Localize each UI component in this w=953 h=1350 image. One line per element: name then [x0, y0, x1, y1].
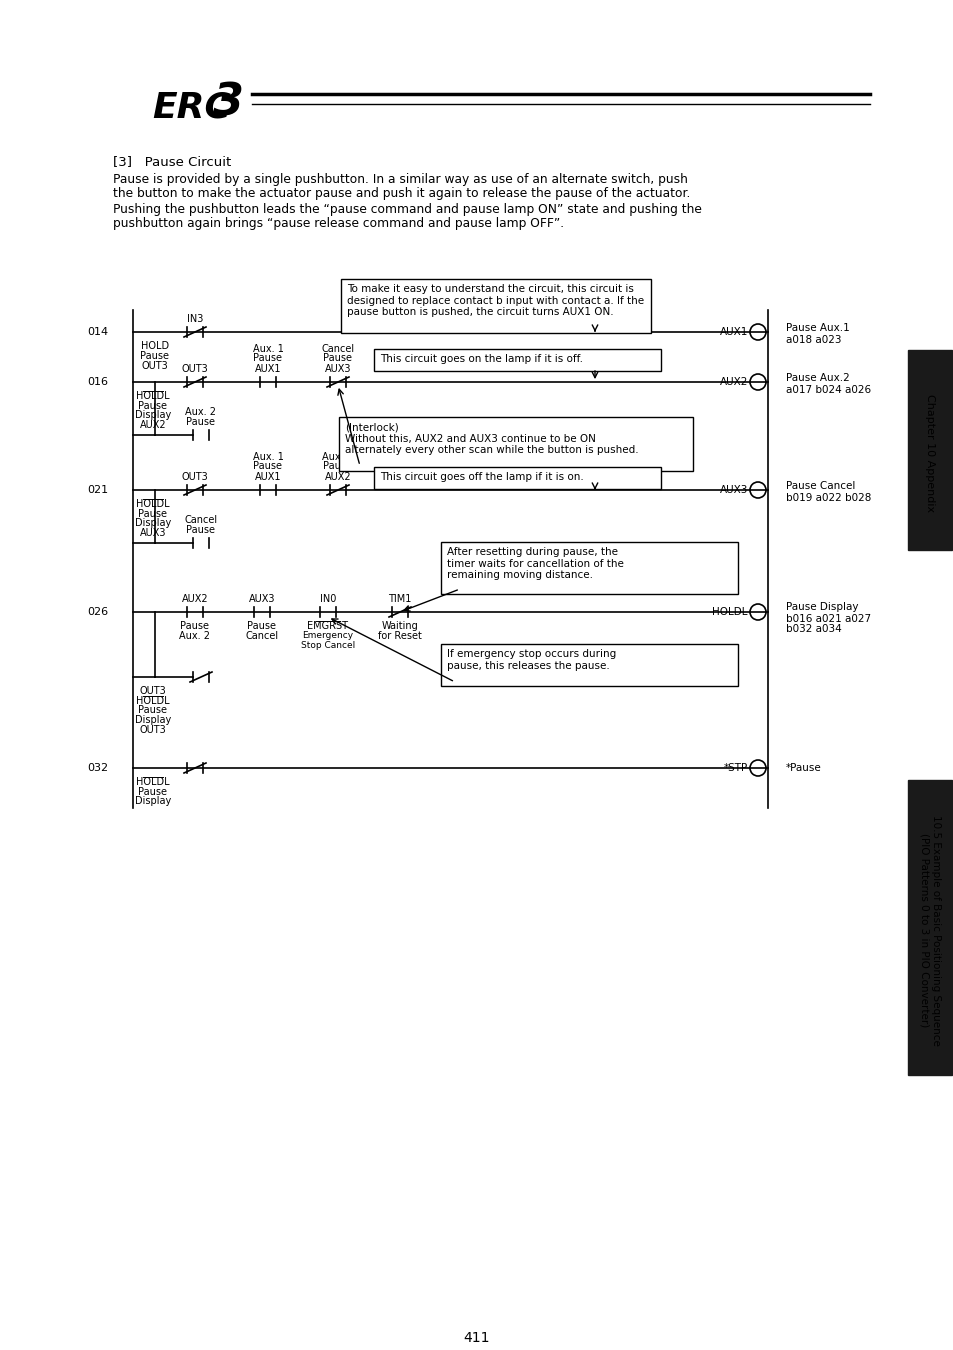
Bar	[907, 780, 951, 1075]
Text: This circuit goes on the lamp if it is off.: This circuit goes on the lamp if it is o…	[379, 354, 582, 364]
FancyBboxPatch shape	[440, 644, 738, 686]
Text: b019 a022 b028: b019 a022 b028	[785, 493, 870, 504]
Text: Cancel: Cancel	[321, 344, 355, 354]
Text: AUX2: AUX2	[719, 377, 747, 387]
Text: *STP: *STP	[723, 763, 747, 774]
Text: AUX2: AUX2	[324, 472, 351, 482]
Text: Pause is provided by a single pushbutton. In a similar way as use of an alternat: Pause is provided by a single pushbutton…	[112, 173, 687, 185]
FancyBboxPatch shape	[340, 279, 650, 333]
Text: HOLD: HOLD	[141, 342, 169, 351]
Text: 016: 016	[87, 377, 108, 387]
Text: Pushing the pushbutton leads the “pause command and pause lamp ON” state and pus: Pushing the pushbutton leads the “pause …	[112, 202, 701, 216]
Text: Pause: Pause	[138, 787, 168, 796]
Text: AUX2: AUX2	[139, 420, 166, 431]
Text: (Interlock)
Without this, AUX2 and AUX3 continue to be ON
alternately every othe: (Interlock) Without this, AUX2 and AUX3 …	[345, 423, 638, 455]
Text: Display: Display	[134, 716, 171, 725]
Text: 021: 021	[87, 485, 108, 495]
Text: Pause: Pause	[138, 705, 168, 716]
Text: If emergency stop occurs during
pause, this releases the pause.: If emergency stop occurs during pause, t…	[447, 649, 616, 671]
Text: b032 a034: b032 a034	[785, 624, 841, 634]
Text: Stop Cancel: Stop Cancel	[300, 640, 355, 649]
Text: Aux. 1: Aux. 1	[253, 452, 283, 462]
Text: AUX1: AUX1	[254, 364, 281, 374]
Text: Pause: Pause	[186, 417, 215, 427]
Text: HOLDL: HOLDL	[136, 697, 170, 706]
Text: Waiting: Waiting	[381, 621, 418, 630]
Text: IN3: IN3	[187, 315, 203, 324]
Text: Pause: Pause	[186, 525, 215, 535]
Text: This circuit goes off the lamp if it is on.: This circuit goes off the lamp if it is …	[379, 472, 583, 482]
Text: IN0: IN0	[319, 594, 335, 603]
Text: AUX3: AUX3	[249, 594, 275, 603]
Text: Emergency: Emergency	[302, 632, 354, 640]
Text: To make it easy to understand the circuit, this circuit is
designed to replace c: To make it easy to understand the circui…	[347, 284, 643, 317]
Text: OUT3: OUT3	[141, 360, 168, 371]
FancyBboxPatch shape	[338, 417, 692, 471]
Text: Aux. 2: Aux. 2	[322, 452, 354, 462]
Text: OUT3: OUT3	[181, 472, 208, 482]
Text: Display: Display	[134, 410, 171, 420]
Text: Pause: Pause	[180, 621, 210, 630]
Text: TIM1: TIM1	[388, 594, 412, 603]
Text: Pause: Pause	[323, 460, 352, 471]
Text: Pause Aux.1: Pause Aux.1	[785, 323, 849, 333]
Text: [3]   Pause Circuit: [3] Pause Circuit	[112, 155, 231, 169]
Text: Pause: Pause	[138, 401, 168, 410]
Text: Cancel: Cancel	[184, 514, 217, 525]
Text: 411: 411	[463, 1331, 490, 1345]
Bar	[907, 350, 951, 549]
Text: Pause: Pause	[247, 621, 276, 630]
Text: Cancel: Cancel	[245, 630, 278, 641]
Text: AUX1: AUX1	[719, 327, 747, 338]
Text: 014: 014	[87, 327, 108, 338]
Text: Chapter 10 Appendix: Chapter 10 Appendix	[924, 394, 934, 512]
FancyBboxPatch shape	[374, 350, 660, 371]
Text: a018 a023: a018 a023	[785, 335, 841, 346]
Text: AUX1: AUX1	[254, 472, 281, 482]
FancyBboxPatch shape	[440, 541, 738, 594]
Text: Display: Display	[134, 518, 171, 528]
Text: Pause Aux.2: Pause Aux.2	[785, 373, 849, 383]
Text: AUX3: AUX3	[139, 528, 166, 539]
Text: HOLDL: HOLDL	[712, 608, 747, 617]
Text: Aux. 1: Aux. 1	[253, 344, 283, 354]
Text: Pause: Pause	[253, 460, 282, 471]
Text: HOLDL: HOLDL	[136, 500, 170, 509]
Text: AUX3: AUX3	[719, 485, 747, 495]
Text: for Reset: for Reset	[377, 630, 421, 641]
Text: Pause Cancel: Pause Cancel	[785, 481, 855, 491]
Text: AUX3: AUX3	[324, 364, 351, 374]
Text: AUX2: AUX2	[181, 594, 208, 603]
Text: Pause Display: Pause Display	[785, 602, 858, 612]
Text: ERC: ERC	[152, 90, 231, 126]
FancyBboxPatch shape	[374, 467, 660, 489]
Text: Pause: Pause	[138, 509, 168, 518]
Text: After resetting during pause, the
timer waits for cancellation of the
remaining : After resetting during pause, the timer …	[447, 547, 623, 580]
Text: Aux. 2: Aux. 2	[179, 630, 211, 641]
Text: a017 b024 a026: a017 b024 a026	[785, 385, 870, 396]
Text: OUT3: OUT3	[139, 686, 166, 697]
Text: 026: 026	[87, 608, 108, 617]
Text: HOLDL: HOLDL	[136, 778, 170, 787]
Text: 3: 3	[213, 81, 244, 124]
Text: OUT3: OUT3	[139, 725, 166, 734]
Text: b016 a021 a027: b016 a021 a027	[785, 614, 870, 624]
Text: the button to make the actuator pause and push it again to release the pause of : the button to make the actuator pause an…	[112, 188, 690, 201]
Text: pushbutton again brings “pause release command and pause lamp OFF”.: pushbutton again brings “pause release c…	[112, 217, 563, 231]
Text: OUT3: OUT3	[181, 364, 208, 374]
Text: Aux. 2: Aux. 2	[185, 406, 216, 417]
Text: *Pause: *Pause	[785, 763, 821, 774]
Text: Pause: Pause	[323, 352, 352, 363]
Text: Pause: Pause	[140, 351, 170, 360]
Text: Pause: Pause	[253, 352, 282, 363]
Text: Display: Display	[134, 796, 171, 806]
Text: EMGRST: EMGRST	[307, 621, 348, 630]
Text: 10.5 Example of Basic Positioning Sequence
(PIO Patterns 0 to 3 in PIO Converter: 10.5 Example of Basic Positioning Sequen…	[919, 814, 940, 1045]
Text: 032: 032	[87, 763, 108, 774]
Text: HOLDL: HOLDL	[136, 392, 170, 401]
